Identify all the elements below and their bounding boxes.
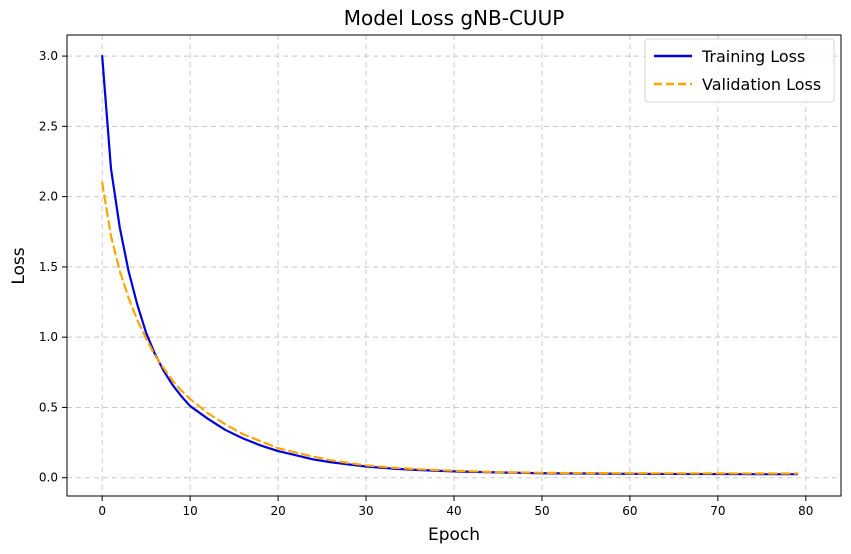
x-tick-label: 10 bbox=[182, 504, 197, 518]
chart-title: Model Loss gNB-CUUP bbox=[344, 6, 565, 30]
y-axis-label: Loss bbox=[9, 247, 29, 284]
x-axis-label: Epoch bbox=[428, 525, 480, 545]
y-tick-label: 1.5 bbox=[39, 260, 58, 274]
validation-loss-line bbox=[101, 181, 799, 475]
series-lines bbox=[101, 54, 799, 476]
training-loss-line bbox=[101, 54, 799, 476]
y-tick-label: 0.0 bbox=[39, 471, 58, 485]
x-tick-label: 0 bbox=[98, 504, 106, 518]
y-tick-label: 1.0 bbox=[39, 330, 58, 344]
grid bbox=[67, 35, 841, 496]
x-tick-label: 40 bbox=[446, 504, 461, 518]
y-tick-label: 3.0 bbox=[39, 49, 58, 63]
legend-label-training: Training Loss bbox=[701, 47, 805, 66]
x-tick-label: 30 bbox=[358, 504, 373, 518]
x-tick-label: 60 bbox=[622, 504, 637, 518]
legend-label-validation: Validation Loss bbox=[702, 75, 821, 94]
x-tick-label: 80 bbox=[798, 504, 813, 518]
x-tick-label: 50 bbox=[534, 504, 549, 518]
axis-ticks: 0 10 20 30 40 50 60 70 80 0.0 0.5 1.0 1.5 2.0 2.5 3.0 bbox=[39, 49, 814, 518]
y-tick-label: 2.0 bbox=[39, 190, 58, 204]
y-tick-label: 0.5 bbox=[39, 400, 58, 414]
y-tick-label: 2.5 bbox=[39, 119, 58, 133]
x-tick-label: 20 bbox=[270, 504, 285, 518]
x-tick-label: 70 bbox=[710, 504, 725, 518]
legend-box bbox=[644, 38, 835, 103]
legend: Training Loss Validation Loss bbox=[644, 38, 835, 103]
